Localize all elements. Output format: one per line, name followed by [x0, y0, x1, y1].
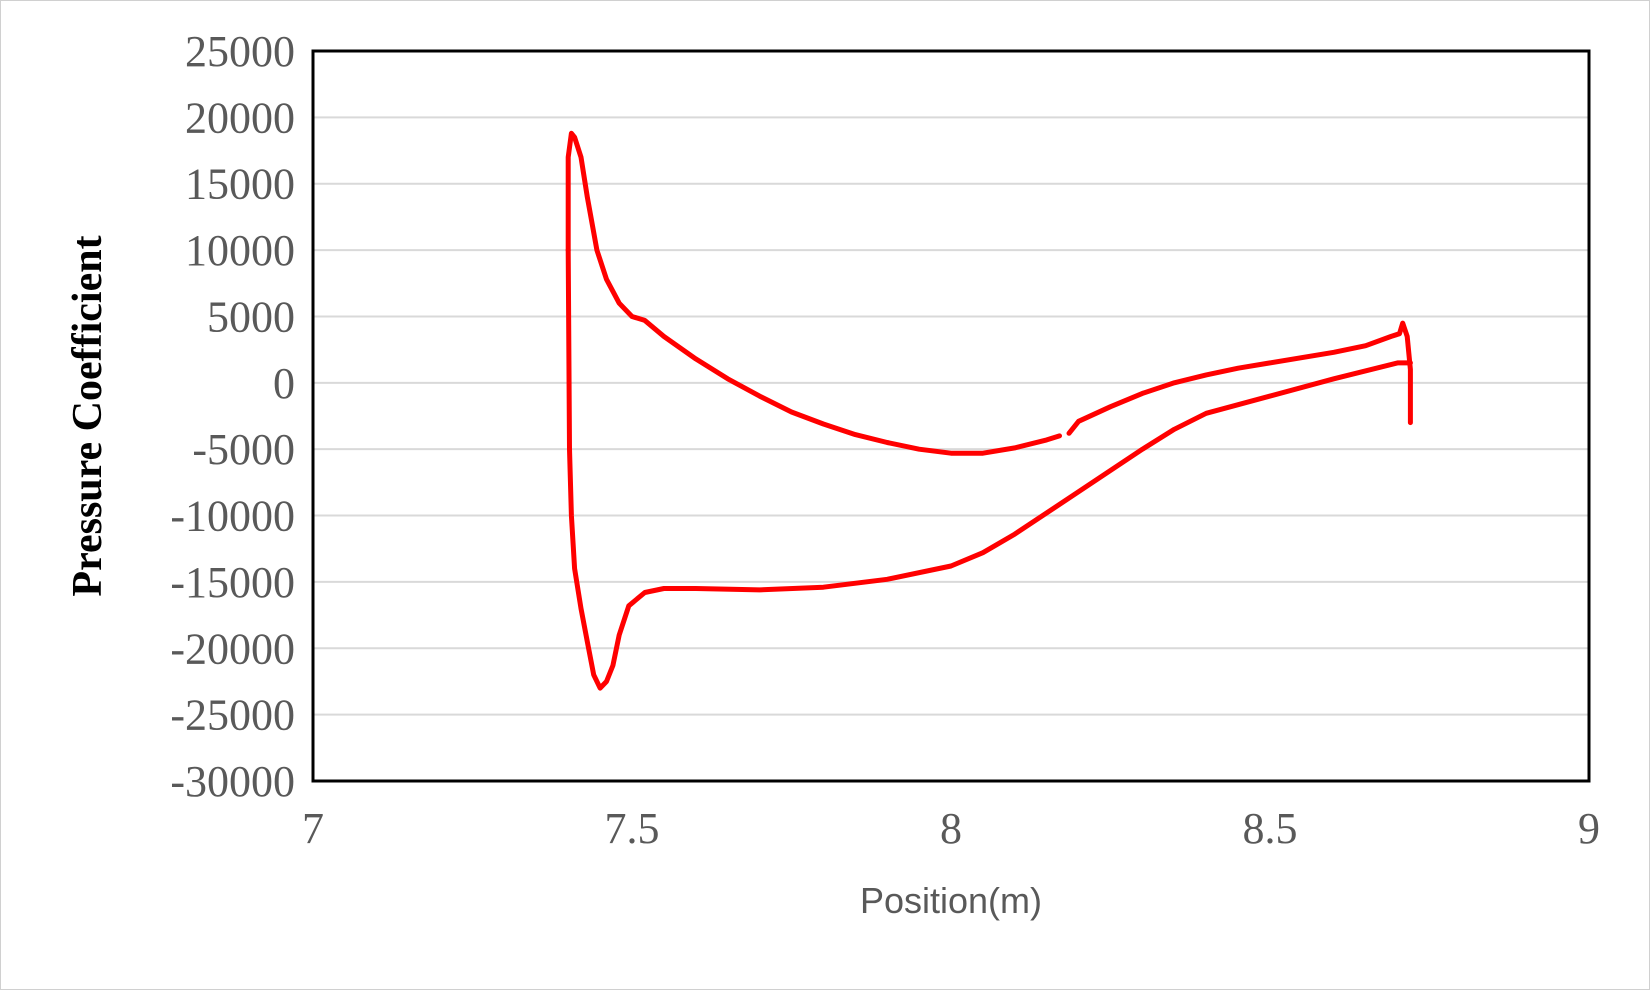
- y-tick-labels: 25000 20000 15000 10000 5000 0 -5000 -10000 -150…: [170, 27, 295, 806]
- y-tick-label: -5000: [192, 425, 295, 474]
- y-tick-label: -30000: [170, 757, 295, 806]
- y-tick-label: 20000: [185, 93, 295, 142]
- series-line-upper-surface-aft: [1066, 320, 1413, 436]
- gridlines: [313, 50, 1589, 782]
- y-tick-label: -15000: [170, 558, 295, 607]
- y-tick-label: -20000: [170, 624, 295, 673]
- x-tick-label: 8.5: [1243, 804, 1298, 853]
- y-tick-label: 10000: [185, 226, 295, 275]
- plot-area-border: [311, 49, 1591, 783]
- x-tick-label: 7: [302, 804, 324, 853]
- y-tick-label: 0: [273, 359, 295, 408]
- y-tick-label: 5000: [207, 292, 295, 341]
- data-lines: [565, 130, 1413, 691]
- x-tick-label: 7.5: [605, 804, 660, 853]
- y-tick-label: 25000: [185, 27, 295, 76]
- y-tick-label: 15000: [185, 160, 295, 209]
- x-tick-label: 9: [1578, 804, 1600, 853]
- y-tick-label: -25000: [170, 691, 295, 740]
- series-line-lower-surface: [565, 247, 1413, 691]
- y-axis-title: Pressure Coefficient: [65, 235, 111, 596]
- x-tick-labels: 7 7.5 8 8.5 9: [302, 804, 1600, 853]
- y-tick-label: -10000: [170, 492, 295, 541]
- x-axis-title: Position(m): [860, 880, 1042, 921]
- series-line-upper-surface-fore: [565, 130, 1062, 456]
- x-tick-label: 8: [940, 804, 962, 853]
